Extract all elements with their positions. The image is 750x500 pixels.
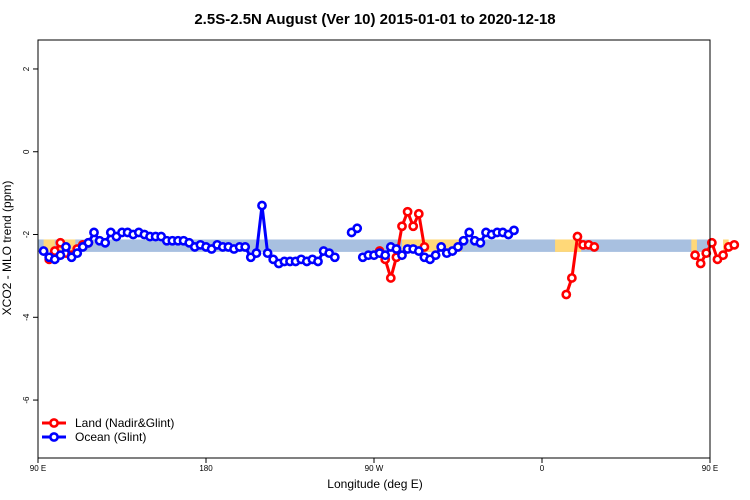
chart-title: 2.5S-2.5N August (Ver 10) 2015-01-01 to …: [194, 11, 555, 28]
y-axis-label: XCO2 - MLO trend (ppm): [0, 181, 14, 316]
data-point: [695, 258, 706, 269]
x-tick-label: 0: [540, 464, 545, 473]
data-point: [706, 237, 717, 248]
data-point: [380, 250, 391, 261]
y-tick-label: 0: [22, 149, 31, 154]
data-point: [397, 221, 407, 232]
data-point: [464, 227, 475, 238]
legend-marker: [49, 418, 59, 428]
data-point: [251, 248, 262, 259]
data-point: [475, 237, 486, 248]
series-land: [44, 206, 740, 300]
data-point: [352, 223, 363, 234]
data-point: [89, 227, 99, 238]
x-axis-label: Longitude (deg E): [327, 477, 422, 491]
legend-label: Ocean (Glint): [75, 430, 146, 444]
data-point: [391, 244, 402, 254]
data-point: [430, 250, 441, 261]
legend: Land (Nadir&Glint)Ocean (Glint): [42, 416, 174, 444]
data-point: [566, 273, 577, 283]
data-point: [385, 273, 396, 283]
data-point: [572, 231, 583, 242]
data-point: [718, 250, 728, 261]
y-tick-label: 2: [22, 66, 31, 71]
data-point: [55, 250, 66, 261]
x-tick-label: 90 E: [30, 464, 46, 473]
data-point: [453, 242, 463, 252]
data-point: [262, 248, 273, 259]
y-tick-label: -2: [22, 230, 31, 238]
series-ocean: [38, 200, 519, 269]
x-axis: 90 E 180 90 W 0 90 E: [30, 458, 718, 473]
background-band: [38, 239, 710, 252]
data-point: [329, 252, 340, 263]
data-point: [589, 242, 600, 252]
data-point: [402, 206, 413, 217]
series-layer: [38, 200, 740, 300]
y-axis: 2 0 -2 -4 -6: [22, 66, 38, 404]
legend-label: Land (Nadir&Glint): [75, 416, 174, 430]
data-point: [72, 248, 83, 259]
data-point: [561, 289, 572, 300]
legend-marker: [49, 432, 59, 442]
x-tick-label: 180: [199, 464, 213, 473]
data-point: [701, 248, 712, 259]
data-point: [240, 242, 251, 252]
data-point: [257, 200, 267, 211]
data-point: [729, 239, 740, 250]
x-tick-label: 90 W: [365, 464, 384, 473]
data-point: [83, 237, 94, 248]
data-point: [313, 256, 323, 267]
data-point: [38, 246, 49, 256]
data-point: [397, 250, 407, 261]
data-point: [413, 208, 424, 219]
y-tick-label: -4: [22, 313, 31, 321]
data-point: [458, 235, 469, 246]
data-point: [61, 242, 71, 252]
data-point: [100, 237, 111, 248]
x-tick-label: 90 E: [702, 464, 718, 473]
y-tick-label: -6: [22, 396, 31, 404]
data-point: [509, 225, 519, 236]
band-highlight: [691, 239, 697, 252]
data-point: [408, 221, 419, 232]
series-line: [42, 204, 336, 265]
band-highlight: [43, 239, 55, 252]
data-point: [690, 250, 700, 261]
data-point: [413, 246, 424, 256]
data-point: [436, 242, 447, 252]
